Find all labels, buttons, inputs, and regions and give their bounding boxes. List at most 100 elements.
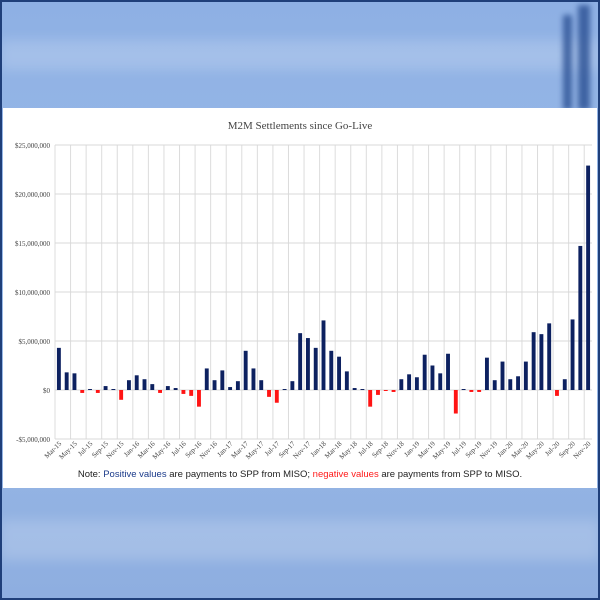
- x-tick-label: May-20: [524, 439, 546, 461]
- x-tick-label: May-16: [151, 439, 173, 461]
- background-blur: [0, 520, 600, 560]
- bar-Jul-19: [461, 389, 466, 391]
- bar-Jan-16: [134, 375, 139, 390]
- bar-May-19: [446, 353, 450, 390]
- bar-Aug-16: [189, 390, 194, 396]
- bar-Oct-20: [578, 245, 583, 390]
- bar-Apr-20: [531, 332, 536, 390]
- y-tick-label: $20,000,000: [15, 191, 51, 199]
- bar-Nov-15: [119, 390, 124, 400]
- bar-Oct-18: [391, 390, 396, 392]
- background-bar: [578, 5, 590, 110]
- y-tick-label: $0: [43, 387, 51, 395]
- bar-Jun-19: [453, 390, 458, 414]
- bar-Nov-16: [212, 380, 217, 390]
- note-positive-text: are payments to SPP from MISO;: [166, 469, 313, 480]
- bar-Jul-20: [555, 390, 559, 396]
- bar-Apr-17: [251, 368, 256, 390]
- bar-Apr-19: [438, 373, 443, 390]
- bar-Dec-17: [313, 347, 318, 390]
- bar-Apr-18: [344, 371, 349, 390]
- bar-Mar-18: [337, 356, 342, 390]
- bar-Sep-16: [197, 390, 201, 407]
- note-prefix: Note:: [77, 469, 104, 480]
- bar-Sep-19: [477, 390, 482, 392]
- background-blur: [0, 40, 600, 70]
- bar-Nov-19: [492, 380, 497, 390]
- bar-Aug-15: [95, 390, 100, 393]
- bar-Jan-18: [321, 320, 326, 390]
- bar-Aug-19: [469, 390, 474, 392]
- y-tick-label: $10,000,000: [15, 289, 51, 297]
- bar-Oct-17: [298, 333, 303, 390]
- x-tick-label: Nov-16: [198, 439, 219, 460]
- bar-Oct-15: [111, 389, 116, 391]
- bar-Aug-18: [376, 390, 380, 395]
- bar-Jun-18: [360, 389, 365, 391]
- bar-May-20: [539, 334, 544, 390]
- note-negative-label: negative values: [312, 469, 379, 480]
- bar-Aug-20: [562, 379, 567, 390]
- x-tick-label: May-19: [431, 439, 453, 461]
- bar-Jun-20: [547, 323, 552, 390]
- y-tick-label: -$5,000,000: [16, 436, 50, 444]
- bar-May-16: [165, 386, 170, 390]
- bar-Sep-18: [383, 390, 388, 391]
- bar-Jan-19: [414, 377, 419, 390]
- bar-Jun-17: [267, 390, 271, 397]
- bar-Dec-16: [220, 370, 225, 390]
- bar-Jul-15: [88, 389, 92, 391]
- bar-Feb-18: [329, 350, 334, 390]
- bar-Jan-20: [508, 379, 513, 390]
- bar-Feb-20: [516, 376, 521, 390]
- bar-Apr-15: [64, 372, 69, 390]
- bar-Dec-19: [500, 361, 505, 390]
- bar-Aug-17: [282, 389, 287, 391]
- bar-Jul-18: [368, 390, 373, 407]
- bar-Dec-15: [126, 380, 131, 390]
- bar-Nov-17: [305, 338, 310, 390]
- bar-Sep-20: [570, 319, 575, 390]
- chart-note: Note: Positive values are payments to SP…: [0, 469, 600, 480]
- x-tick-label: May-15: [58, 439, 80, 461]
- bar-Nov-18: [399, 379, 404, 390]
- background-bar: [563, 15, 572, 110]
- bar-Nov-20: [586, 165, 591, 390]
- bar-Mar-15: [56, 347, 61, 390]
- bar-Mar-19: [430, 365, 435, 390]
- bar-Apr-16: [158, 390, 163, 393]
- bar-Sep-15: [103, 386, 108, 390]
- x-tick-label: Nov-15: [105, 439, 126, 460]
- bar-Mar-16: [150, 384, 155, 390]
- x-tick-label: Nov-19: [478, 439, 499, 460]
- bar-Sep-17: [290, 381, 295, 390]
- bar-Dec-18: [407, 374, 412, 390]
- bar-Jul-17: [274, 390, 279, 403]
- bar-May-17: [259, 380, 264, 390]
- x-tick-label: Nov-20: [572, 439, 593, 460]
- bar-Feb-19: [422, 354, 427, 390]
- x-tick-label: Nov-17: [292, 439, 313, 460]
- bar-Feb-16: [142, 379, 147, 390]
- bar-Jul-16: [181, 390, 186, 394]
- x-tick-label: May-17: [244, 439, 266, 461]
- bar-Jun-16: [173, 388, 178, 390]
- note-positive-label: Positive values: [103, 469, 167, 480]
- bar-Mar-20: [523, 361, 528, 390]
- x-tick-label: May-18: [338, 439, 360, 461]
- note-negative-text: are payments from SPP to MISO.: [378, 469, 523, 480]
- y-tick-label: $25,000,000: [15, 142, 51, 150]
- y-tick-label: $15,000,000: [15, 240, 51, 248]
- bar-Feb-17: [235, 381, 240, 390]
- bar-Oct-16: [204, 368, 209, 390]
- y-tick-label: $5,000,000: [19, 338, 51, 346]
- x-tick-label: Nov-18: [385, 439, 406, 460]
- bar-Jun-15: [80, 390, 85, 393]
- bar-May-18: [352, 388, 357, 390]
- chart-title: M2M Settlements since Go-Live: [228, 120, 373, 132]
- bar-May-15: [72, 373, 77, 390]
- bar-Jan-17: [228, 387, 233, 390]
- bar-Mar-17: [243, 350, 248, 390]
- bar-Oct-19: [484, 357, 489, 390]
